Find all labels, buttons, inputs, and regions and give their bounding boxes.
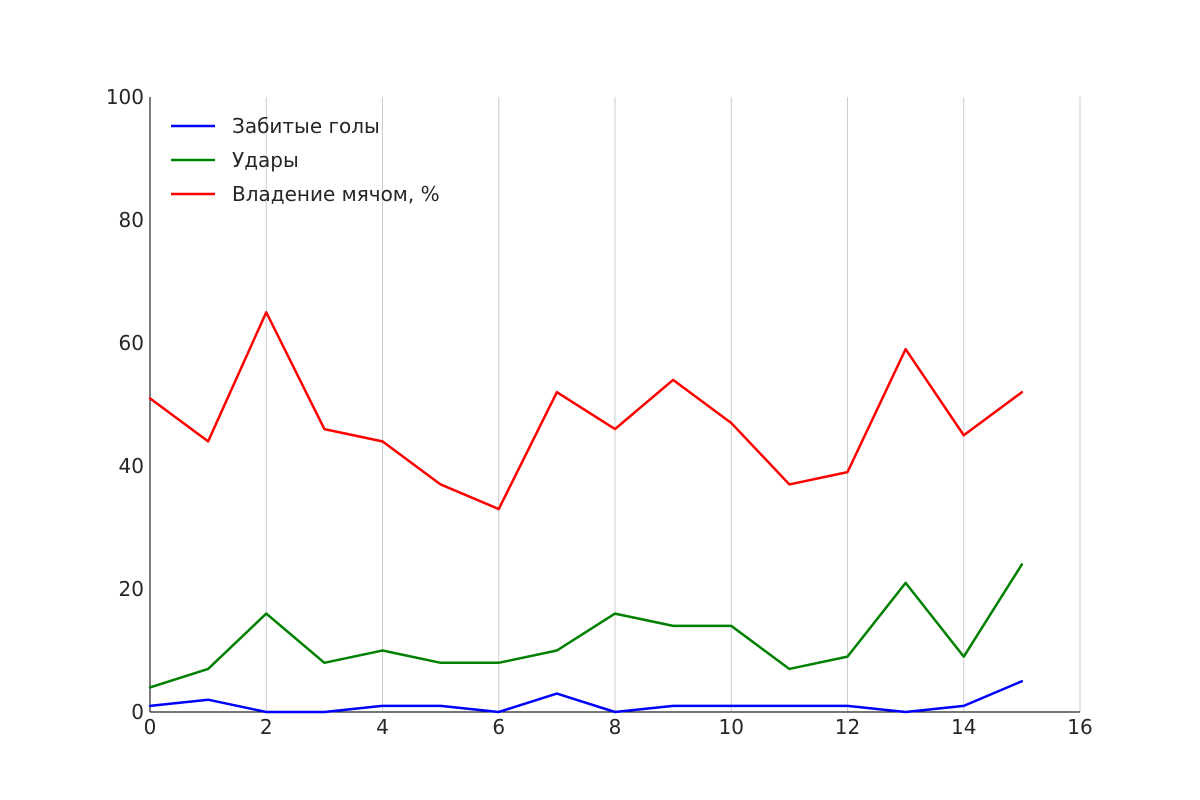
legend-label: Забитые голы bbox=[232, 114, 380, 138]
legend-item: Владение мячом, % bbox=[171, 182, 440, 206]
tick-labels: 0 2 4 6 8 10 12 14 16 0 20 40 60 80 100 bbox=[106, 85, 1093, 739]
series-line-0 bbox=[148, 680, 1024, 714]
x-tick-label: 2 bbox=[260, 715, 273, 739]
x-tick-label: 16 bbox=[1067, 715, 1092, 739]
legend-label: Удары bbox=[232, 148, 299, 172]
x-tick-label: 8 bbox=[609, 715, 622, 739]
x-tick-label: 6 bbox=[492, 715, 505, 739]
legend: Забитые голы Удары Владение мячом, % bbox=[171, 114, 440, 206]
x-tick-label: 4 bbox=[376, 715, 389, 739]
y-tick-label: 40 bbox=[119, 454, 144, 478]
legend-label: Владение мячом, % bbox=[232, 182, 440, 206]
y-tick-label: 80 bbox=[119, 208, 144, 232]
y-tick-label: 100 bbox=[106, 85, 144, 109]
y-tick-label: 0 bbox=[131, 700, 144, 724]
y-tick-label: 20 bbox=[119, 577, 144, 601]
x-tick-label: 12 bbox=[835, 715, 860, 739]
series-layer bbox=[148, 311, 1024, 714]
x-tick-label: 10 bbox=[719, 715, 744, 739]
y-tick-label: 60 bbox=[119, 331, 144, 355]
x-tick-label: 0 bbox=[144, 715, 157, 739]
x-tick-label: 14 bbox=[951, 715, 976, 739]
grid-layer bbox=[265, 97, 1081, 712]
legend-item: Забитые голы bbox=[171, 114, 380, 138]
legend-item: Удары bbox=[171, 148, 299, 172]
series-line-2 bbox=[148, 311, 1024, 511]
series-line-1 bbox=[148, 563, 1024, 689]
